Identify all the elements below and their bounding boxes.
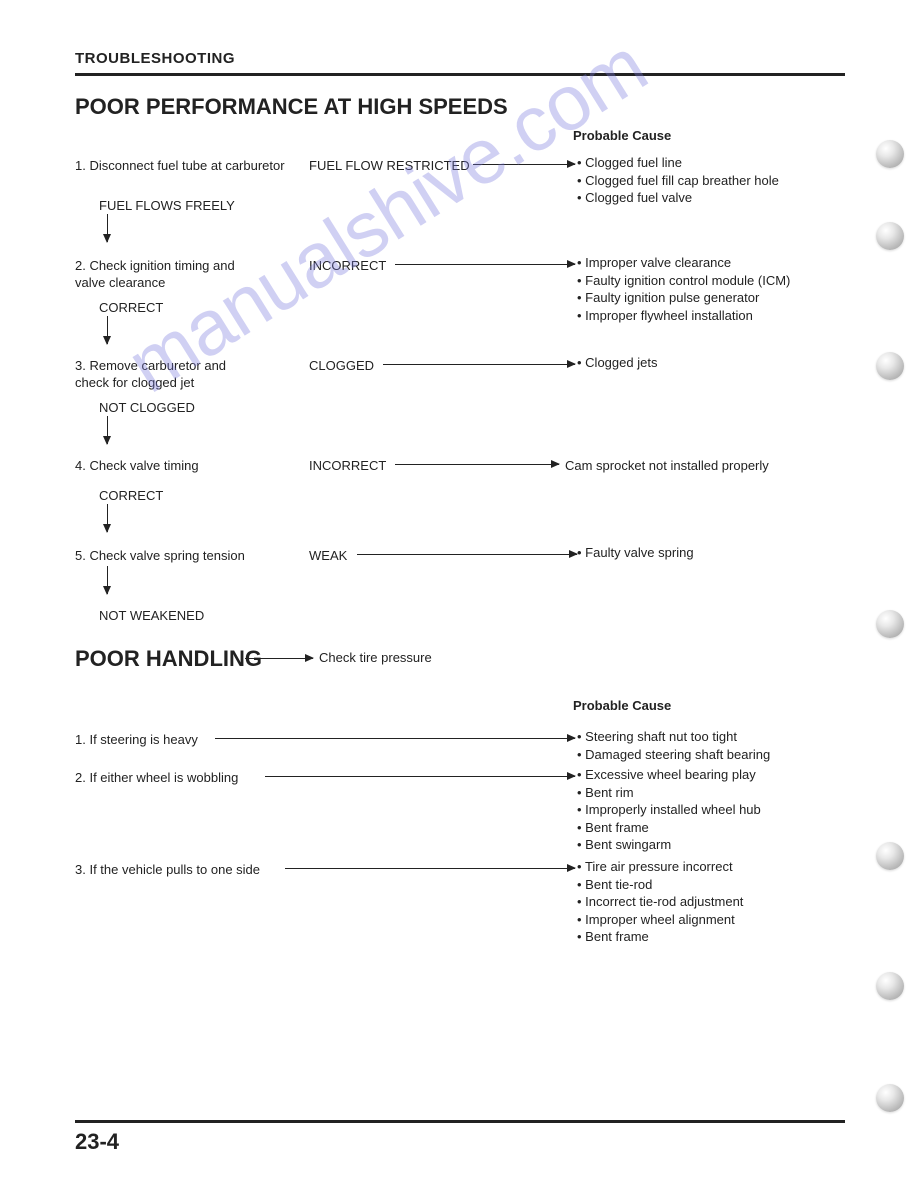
handling-3-causes: Tire air pressure incorrect Bent tie-rod…	[577, 858, 743, 946]
step-2-causes: Improper valve clearance Faulty ignition…	[577, 254, 790, 324]
step-1-branch: FUEL FLOW RESTRICTED	[309, 158, 470, 173]
step-2-branch: INCORRECT	[309, 258, 386, 273]
step-4-branch: INCORRECT	[309, 458, 386, 473]
step-5: 5. Check valve spring tension	[75, 548, 305, 565]
arrow-3	[383, 364, 575, 365]
step-1-causes: Clogged fuel line Clogged fuel fill cap …	[577, 154, 779, 207]
handling-2-causes: Excessive wheel bearing play Bent rim Im…	[577, 766, 761, 854]
arrow-h1	[215, 738, 575, 739]
step-5-branch: WEAK	[309, 548, 347, 563]
binder-hole	[876, 1084, 904, 1112]
page-content: TROUBLESHOOTING POOR PERFORMANCE AT HIGH…	[75, 50, 845, 132]
handling-step-1: 1. If steering is heavy	[75, 732, 305, 749]
step-2-result: CORRECT	[75, 300, 163, 315]
step-4-result: CORRECT	[75, 488, 163, 503]
arrow-v-2	[107, 316, 108, 344]
arrow-1	[473, 164, 575, 165]
section2-arrow-label: Check tire pressure	[319, 650, 432, 665]
arrow-handling	[245, 658, 313, 659]
section1-title: POOR PERFORMANCE AT HIGH SPEEDS	[75, 94, 845, 120]
step-5-causes: Faulty valve spring	[577, 544, 694, 562]
arrow-4	[395, 464, 559, 465]
step-4: 4. Check valve timing	[75, 458, 305, 475]
section2-title: POOR HANDLING	[75, 646, 262, 672]
binder-hole	[876, 610, 904, 638]
handling-step-3: 3. If the vehicle pulls to one side	[75, 862, 305, 879]
binder-hole	[876, 222, 904, 250]
page-footer: 23-4	[75, 1120, 845, 1155]
arrow-v-4	[107, 504, 108, 532]
binder-hole	[876, 352, 904, 380]
page-number: 23-4	[75, 1129, 119, 1154]
binder-hole	[876, 140, 904, 168]
arrow-h2	[265, 776, 575, 777]
handling-1-causes: Steering shaft nut too tight Damaged ste…	[577, 728, 770, 763]
binder-hole	[876, 842, 904, 870]
step-5-result: NOT WEAKENED	[75, 608, 204, 623]
step-3-branch: CLOGGED	[309, 358, 374, 373]
arrow-2	[395, 264, 575, 265]
probable-cause-header-2: Probable Cause	[573, 698, 671, 713]
probable-cause-header-1: Probable Cause	[573, 128, 671, 143]
step-1: 1. Disconnect fuel tube at carburetor	[75, 158, 305, 175]
arrow-v-1	[107, 214, 108, 242]
arrow-v-3	[107, 416, 108, 444]
handling-step-2: 2. If either wheel is wobbling	[75, 770, 305, 787]
arrow-v-5	[107, 566, 108, 594]
step-3: 3. Remove carburetor and check for clogg…	[75, 358, 255, 392]
step-3-causes: Clogged jets	[577, 354, 657, 372]
step-2: 2. Check ignition timing and valve clear…	[75, 258, 255, 292]
page-header: TROUBLESHOOTING	[75, 50, 845, 76]
step-3-result: NOT CLOGGED	[75, 400, 195, 415]
step-4-cause: Cam sprocket not installed properly	[565, 458, 769, 473]
binder-hole	[876, 972, 904, 1000]
arrow-h3	[285, 868, 575, 869]
arrow-5	[357, 554, 577, 555]
step-1-result: FUEL FLOWS FREELY	[75, 198, 235, 213]
